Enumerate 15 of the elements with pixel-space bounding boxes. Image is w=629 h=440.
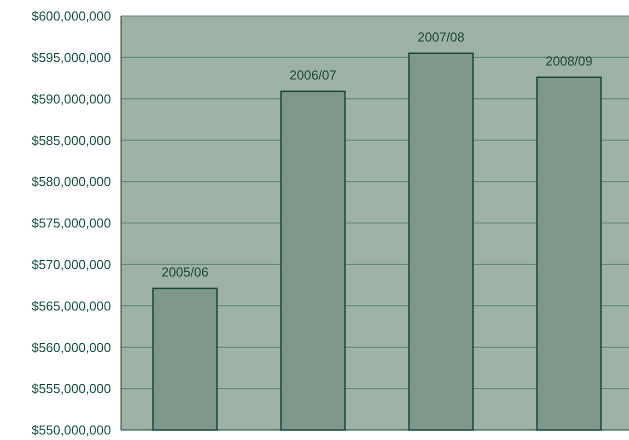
y-tick-label: $590,000,000	[31, 91, 111, 106]
x-tick-label: 2007/08	[418, 29, 464, 44]
y-tick-label: $575,000,000	[31, 216, 111, 231]
y-tick-label: $595,000,000	[31, 50, 111, 65]
x-tick-label: 2005/06	[162, 264, 208, 280]
x-tick-label: 2008/09	[546, 53, 592, 68]
x-tick-label: 2006/07	[290, 67, 336, 82]
y-tick-label: $565,000,000	[31, 298, 111, 314]
y-tick-label: $555,000,000	[31, 381, 111, 396]
y-tick-label: $600,000,000	[31, 8, 111, 24]
y-tick-label: $560,000,000	[31, 340, 111, 355]
y-tick-label: $585,000,000	[31, 132, 111, 148]
y-tick-label: $570,000,000	[31, 256, 111, 272]
y-tick-label: $580,000,000	[31, 174, 111, 190]
y-tick-label: $550,000,000	[31, 422, 111, 438]
